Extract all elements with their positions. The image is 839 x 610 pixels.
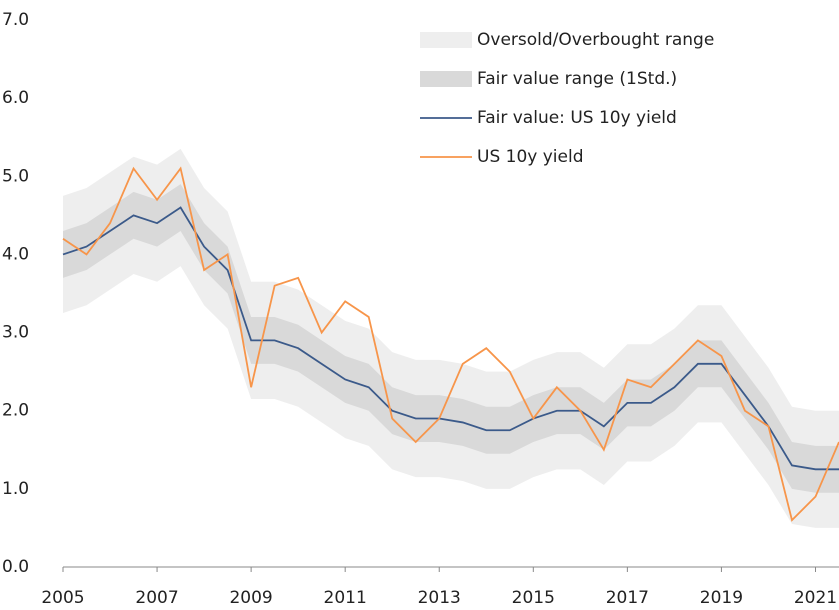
y-tick-label: 3.0 bbox=[2, 323, 29, 343]
legend-swatch bbox=[420, 71, 472, 87]
x-tick-label: 2013 bbox=[418, 588, 461, 608]
x-tick-label: 2017 bbox=[606, 588, 649, 608]
y-tick-label: 5.0 bbox=[2, 166, 29, 186]
band bbox=[63, 184, 839, 493]
y-tick-label: 1.0 bbox=[2, 479, 29, 499]
legend-label: Fair value: US 10y yield bbox=[477, 108, 677, 128]
y-tick-label: 4.0 bbox=[2, 244, 29, 264]
legend-label: Oversold/Overbought range bbox=[477, 30, 714, 50]
line bbox=[62, 206, 839, 471]
x-tick-label: 2009 bbox=[229, 588, 272, 608]
legend-swatch bbox=[420, 32, 472, 48]
x-tick-label: 2021 bbox=[794, 588, 837, 608]
band bbox=[63, 148, 839, 528]
x-tick-label: 2019 bbox=[700, 588, 743, 608]
x-tick-label: 2011 bbox=[324, 588, 367, 608]
x-tick-label: 2007 bbox=[135, 588, 178, 608]
y-tick-label: 6.0 bbox=[2, 88, 29, 108]
x-tick-label: 2005 bbox=[41, 588, 84, 608]
x-tick-label: 2015 bbox=[512, 588, 555, 608]
y-tick-label: 7.0 bbox=[2, 10, 29, 30]
y-tick-label: 0.0 bbox=[2, 557, 29, 577]
line bbox=[62, 166, 839, 522]
legend-label: US 10y yield bbox=[477, 147, 584, 167]
legend-label: Fair value range (1Std.) bbox=[477, 69, 677, 89]
y-tick-label: 2.0 bbox=[2, 401, 29, 421]
